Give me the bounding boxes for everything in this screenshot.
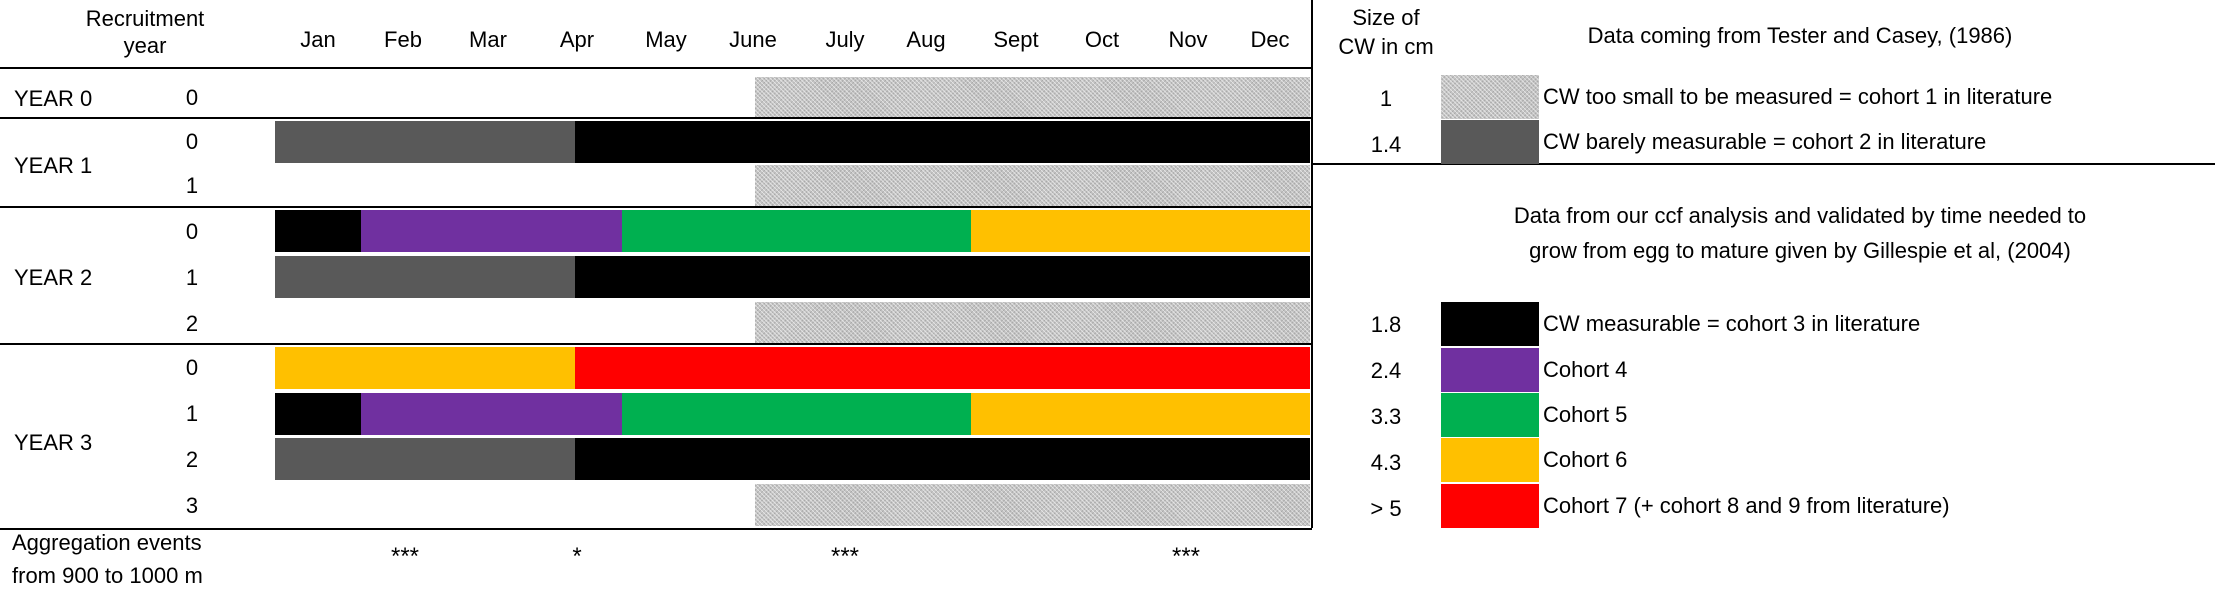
grid-divider <box>0 206 1312 208</box>
legend-size-value: 1 <box>1379 86 1393 111</box>
legend-swatch-hatch-gray <box>1441 75 1539 119</box>
legend-swatch-green <box>1441 393 1539 437</box>
year-label-3: YEAR 3 <box>14 430 93 455</box>
month-label-july: July <box>825 27 865 52</box>
timeline-bar-green <box>622 210 971 252</box>
timeline-bar-purple <box>361 210 622 252</box>
legend-size-value: 1.4 <box>1370 132 1402 157</box>
legend-swatch-orange <box>1441 438 1539 482</box>
legend-size-value: 3.3 <box>1370 404 1402 429</box>
month-label-sept: Sept <box>993 27 1039 52</box>
aggregation-label: Aggregation events <box>12 530 202 555</box>
grid-divider <box>0 117 1312 119</box>
month-label-may: May <box>645 27 687 52</box>
month-label-dec: Dec <box>1250 27 1290 52</box>
recruitment-row-number: 2 <box>185 311 199 336</box>
timeline-bar-hatch-gray <box>755 77 1310 119</box>
timeline-bar-orange <box>971 210 1310 252</box>
legend-entry-label: CW measurable = cohort 3 in literature <box>1543 311 1921 336</box>
timeline-bar-green <box>622 393 971 435</box>
legend-title-tester-casey: Data coming from Tester and Casey, (1986… <box>1587 23 2013 48</box>
legend-title-ccf-line1: Data from our ccf analysis and validated… <box>1513 203 2087 228</box>
month-label-mar: Mar <box>469 27 507 52</box>
grid-divider <box>1312 163 2215 165</box>
grid-divider <box>0 67 1312 69</box>
timeline-bar-black <box>275 210 361 252</box>
month-label-jan: Jan <box>300 27 336 52</box>
timeline-bar-orange <box>275 347 575 389</box>
year-label-2: YEAR 2 <box>14 265 93 290</box>
month-label-june: June <box>729 27 777 52</box>
timeline-bar-dark-gray <box>275 256 575 298</box>
size-of-cw-header: Size of CW in cm <box>1338 5 1434 59</box>
grid-divider <box>0 343 1312 345</box>
legend-entry-label: Cohort 7 (+ cohort 8 and 9 from literatu… <box>1543 493 1950 518</box>
timeline-bar-hatch-gray <box>755 302 1310 344</box>
legend-swatch-black <box>1441 302 1539 346</box>
timeline-bar-dark-gray <box>275 121 575 163</box>
timeline-bar-red <box>575 347 1310 389</box>
aggregation-label-depth: from 900 to 1000 m <box>12 563 203 588</box>
year-label-0: YEAR 0 <box>14 86 93 111</box>
recruitment-row-number: 0 <box>185 219 199 244</box>
legend-entry-label: CW too small to be measured = cohort 1 i… <box>1543 84 2053 109</box>
year-label-1: YEAR 1 <box>14 153 93 178</box>
month-label-apr: Apr <box>559 27 595 52</box>
timeline-bar-dark-gray <box>275 438 575 480</box>
recruitment-row-number: 1 <box>185 265 199 290</box>
recruitment-row-number: 0 <box>185 85 199 110</box>
legend-swatch-dark-gray <box>1441 120 1539 164</box>
legend-swatch-red <box>1441 484 1539 528</box>
aggregation-mark: * <box>572 543 582 570</box>
aggregation-mark: *** <box>830 543 860 570</box>
legend-size-value: 1.8 <box>1370 312 1402 337</box>
timeline-bar-black <box>575 121 1310 163</box>
recruitment-year-header: Recruitment year <box>85 6 205 58</box>
timeline-bar-hatch-gray <box>755 165 1310 207</box>
aggregation-mark: *** <box>390 543 420 570</box>
aggregation-mark: *** <box>1171 543 1201 570</box>
legend-swatch-purple <box>1441 348 1539 392</box>
grid-divider <box>0 528 1312 530</box>
timeline-bar-black <box>575 438 1310 480</box>
grid-divider <box>1311 0 1313 528</box>
legend-title-ccf-line2: grow from egg to mature given by Gillesp… <box>1529 238 2071 263</box>
timeline-bar-black <box>575 256 1310 298</box>
legend-entry-label: Cohort 6 <box>1543 447 1628 472</box>
timeline-bar-hatch-gray <box>755 484 1310 526</box>
recruitment-row-number: 0 <box>185 355 199 380</box>
legend-size-value: 2.4 <box>1370 358 1402 383</box>
month-label-aug: Aug <box>906 27 946 52</box>
month-label-nov: Nov <box>1168 27 1208 52</box>
legend-entry-label: CW barely measurable = cohort 2 in liter… <box>1543 129 1987 154</box>
timeline-bar-purple <box>361 393 622 435</box>
month-label-feb: Feb <box>384 27 422 52</box>
legend-size-value: > 5 <box>1370 496 1402 521</box>
timeline-bar-black <box>275 393 361 435</box>
legend-entry-label: Cohort 4 <box>1543 357 1628 382</box>
recruitment-row-number: 1 <box>185 173 199 198</box>
legend-size-value: 4.3 <box>1370 450 1402 475</box>
timeline-bar-orange <box>971 393 1310 435</box>
recruitment-row-number: 3 <box>185 493 199 518</box>
legend-entry-label: Cohort 5 <box>1543 402 1628 427</box>
recruitment-row-number: 1 <box>185 401 199 426</box>
month-label-oct: Oct <box>1084 27 1120 52</box>
recruitment-row-number: 0 <box>185 129 199 154</box>
recruitment-row-number: 2 <box>185 447 199 472</box>
